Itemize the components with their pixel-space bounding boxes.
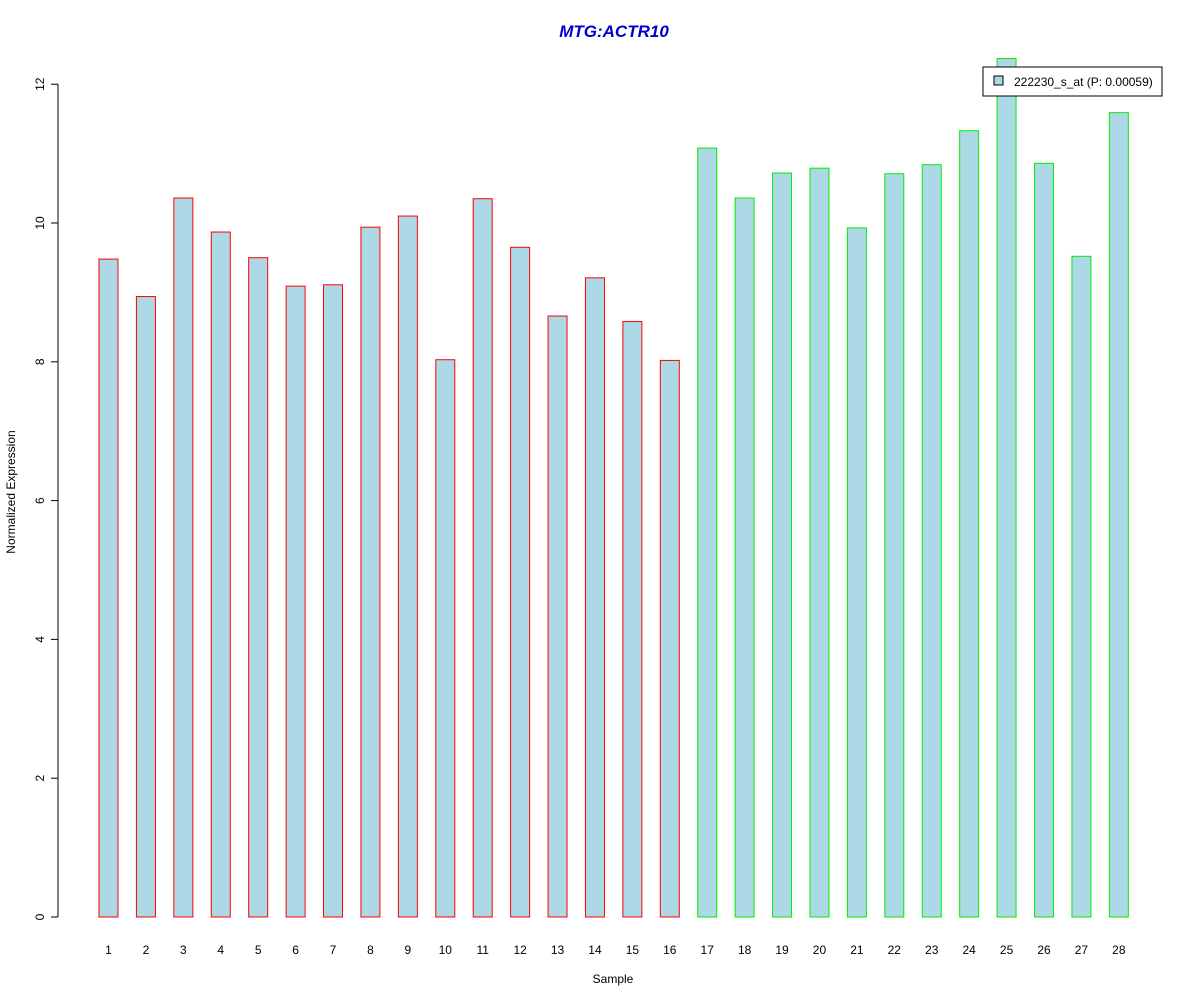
bar: [1071, 255, 1092, 918]
x-tick-label: 26: [1037, 943, 1051, 957]
x-tick-label: 20: [813, 943, 827, 957]
x-tick-label: 15: [626, 943, 640, 957]
x-tick-label: 5: [255, 943, 262, 957]
x-tick-label: 27: [1075, 943, 1089, 957]
y-axis-label: Normalized Expression: [4, 430, 18, 553]
y-tick-label: 4: [33, 636, 47, 643]
bar: [547, 315, 568, 918]
bar: [584, 277, 605, 918]
x-tick-label: 9: [405, 943, 412, 957]
x-tick-label: 7: [330, 943, 337, 957]
bar: [622, 321, 643, 918]
bar: [472, 198, 493, 918]
x-tick-label: 24: [962, 943, 976, 957]
bar: [659, 359, 680, 918]
x-tick-label: 19: [775, 943, 789, 957]
x-tick-label: 21: [850, 943, 864, 957]
legend: 222230_s_at (P: 0.00059): [982, 66, 1163, 97]
bar: [772, 172, 793, 918]
x-axis-label: Sample: [593, 972, 634, 986]
y-tick-label: 10: [33, 216, 47, 230]
bar: [210, 231, 231, 918]
y-tick-label: 8: [33, 358, 47, 365]
y-tick-label: 12: [33, 77, 47, 91]
y-axis: 0 2 4 6 8 10 12: [33, 77, 59, 920]
chart-title: MTG:ACTR10: [559, 22, 669, 41]
x-tick-label: 14: [588, 943, 602, 957]
bar: [959, 130, 980, 918]
bar: [248, 257, 269, 918]
bar: [697, 147, 718, 918]
bar: [921, 164, 942, 918]
x-tick-label: 18: [738, 943, 752, 957]
x-tick-label: 4: [217, 943, 224, 957]
x-tick-label: 3: [180, 943, 187, 957]
bar: [98, 258, 119, 918]
x-tick-label: 23: [925, 943, 939, 957]
x-tick-labels: 1 2 3 4 5 6 7 8 9 10 11 12 13 14 15 16 17 18 19 20 21 22 23 24 2…: [105, 943, 1126, 957]
legend-label: 222230_s_at (P: 0.00059): [1014, 75, 1153, 89]
bar: [1108, 112, 1129, 918]
x-tick-label: 6: [292, 943, 299, 957]
x-tick-label: 2: [143, 943, 150, 957]
bar: [510, 246, 531, 918]
x-tick-label: 1: [105, 943, 112, 957]
bar: [846, 227, 867, 918]
y-tick-label: 0: [33, 913, 47, 920]
bar: [996, 58, 1017, 918]
x-tick-label: 22: [888, 943, 902, 957]
bar: [1034, 162, 1054, 918]
x-tick-label: 13: [551, 943, 565, 957]
legend-box: [982, 66, 1163, 97]
x-tick-label: 8: [367, 943, 374, 957]
x-tick-label: 16: [663, 943, 677, 957]
x-tick-label: 25: [1000, 943, 1014, 957]
bar: [884, 173, 905, 918]
bar: [435, 359, 456, 918]
x-tick-label: 28: [1112, 943, 1126, 957]
bar: [323, 284, 344, 918]
bar: [173, 197, 194, 918]
bar: [397, 215, 418, 918]
y-tick-label: 2: [33, 775, 47, 782]
bar: [135, 296, 156, 918]
bar: [360, 226, 381, 918]
bar: [285, 285, 306, 918]
legend-swatch: [993, 75, 1004, 86]
bar: [734, 197, 755, 918]
x-tick-label: 11: [476, 943, 489, 957]
x-tick-label: 10: [439, 943, 453, 957]
bars: [98, 58, 1129, 918]
bar: [809, 167, 830, 918]
x-tick-label: 12: [513, 943, 527, 957]
y-tick-label: 6: [33, 497, 47, 504]
x-tick-label: 17: [701, 943, 715, 957]
